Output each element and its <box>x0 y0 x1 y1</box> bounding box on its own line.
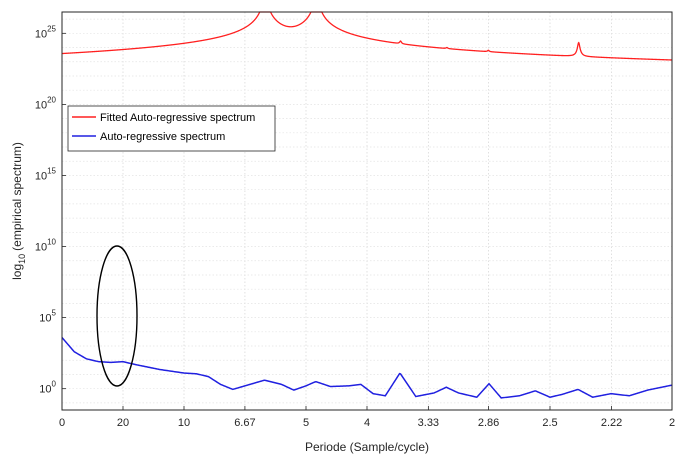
y-tick-power: 20 <box>47 95 56 104</box>
y-axis-label-sub: 10 <box>17 254 27 264</box>
y-axis-label: log10 (empirical spectrum) <box>10 142 27 280</box>
y-tick-base: 10 <box>39 313 51 325</box>
plot-background <box>62 12 672 410</box>
grid <box>61 12 673 410</box>
y-tick-base: 10 <box>35 242 47 254</box>
y-tick-base: 10 <box>35 99 47 111</box>
x-axis-label: Periode (Sample/cycle) <box>305 440 429 454</box>
x-tick-label: 2.22 <box>601 417 622 429</box>
y-tick-base: 10 <box>35 28 47 40</box>
y-tick-label: 1015 <box>35 166 57 182</box>
x-tick-label: 3.33 <box>418 417 439 429</box>
y-tick-base: 10 <box>39 384 51 396</box>
legend-box <box>67 105 276 152</box>
x-tick-label: 2 <box>669 417 675 429</box>
y-tick-power: 0 <box>52 380 57 389</box>
series-fitted-ar-spectrum <box>61 11 672 61</box>
y-tick-label: 1010 <box>35 238 57 254</box>
series-ar-spectrum <box>61 337 673 399</box>
legend: Fitted Auto-regressive spectrum Auto-reg… <box>67 105 276 152</box>
x-tick-label: 10 <box>178 417 190 429</box>
y-tick-power: 5 <box>52 309 57 318</box>
x-tick-label: 0 <box>59 417 65 429</box>
y-tick-label: 100 <box>39 380 56 396</box>
x-tick-label: 2.5 <box>542 417 557 429</box>
legend-label-fitted: Fitted Auto-regressive spectrum <box>100 112 255 124</box>
x-tick-label: 2.86 <box>478 417 499 429</box>
y-tick-label: 1025 <box>35 24 57 40</box>
x-tick-label: 5 <box>303 417 309 429</box>
y-tick-label: 105 <box>39 309 56 325</box>
y-axis-label-rest: (empirical spectrum) <box>10 142 24 251</box>
y-tick-power: 25 <box>47 24 56 33</box>
legend-label-ar: Auto-regressive spectrum <box>100 131 225 143</box>
x-axis-ticks: 0 20 10 6.67 5 4 3.33 2.86 2.5 2.22 2 <box>59 406 675 429</box>
y-axis-label-log: log <box>10 264 24 280</box>
x-tick-label: 20 <box>117 417 129 429</box>
y-tick-base: 10 <box>35 170 47 182</box>
y-tick-power: 15 <box>47 166 56 175</box>
x-tick-label: 6.67 <box>234 417 255 429</box>
y-tick-label: 1020 <box>35 95 57 111</box>
x-tick-label: 4 <box>364 417 370 429</box>
y-tick-power: 10 <box>47 238 56 247</box>
peak-highlight-ellipse <box>96 245 138 387</box>
series-layer <box>61 11 673 399</box>
